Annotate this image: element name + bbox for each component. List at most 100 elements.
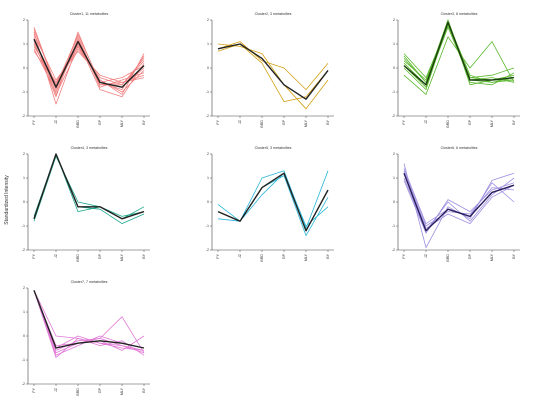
x-tick-label: BY — [142, 253, 146, 258]
y-tick-label: 1 — [23, 42, 25, 46]
metabolite-line — [403, 36, 515, 95]
y-tick-label: 2 — [207, 152, 209, 156]
y-tick-label: 2 — [393, 152, 395, 156]
metabolite-line — [217, 170, 329, 229]
y-tick-label: -2 — [392, 248, 395, 252]
cluster-panel-4: Cluster4, 3 metabolites -2 -1 0 1 2 FY JZ BRD GP M… — [22, 146, 150, 262]
x-tick-label: GP — [98, 387, 102, 393]
x-tick-label: MLY — [490, 119, 494, 127]
y-tick-label: -2 — [22, 382, 25, 386]
x-tick-label: MLY — [304, 253, 308, 261]
x-tick-label: JZ — [424, 253, 428, 258]
x-tick-label: MLY — [490, 253, 494, 261]
x-tick-label: BRD — [446, 254, 450, 262]
y-tick-label: 0 — [23, 334, 25, 338]
x-tick-label: MLY — [120, 387, 124, 395]
y-tick-label: -1 — [392, 224, 395, 228]
x-tick-label: GP — [282, 119, 286, 125]
x-tick-label: FY — [32, 253, 36, 258]
y-tick-label: -2 — [22, 248, 25, 252]
x-tick-label: FY — [32, 387, 36, 392]
y-tick-label: -2 — [206, 248, 209, 252]
y-tick-label: -1 — [22, 90, 25, 94]
y-tick-label: 2 — [23, 286, 25, 290]
y-tick-label: 1 — [207, 42, 209, 46]
y-tick-label: -1 — [392, 90, 395, 94]
x-tick-label: FY — [216, 119, 220, 124]
x-tick-label: GP — [468, 253, 472, 259]
panel-title: Cluster4, 3 metabolites — [71, 146, 108, 150]
x-tick-label: MLY — [120, 119, 124, 127]
mean-line — [403, 21, 515, 86]
metabolite-line — [403, 21, 515, 90]
y-tick-label: 1 — [207, 176, 209, 180]
x-tick-label: GP — [98, 253, 102, 259]
mean-line — [33, 153, 145, 220]
y-tick-label: -1 — [206, 90, 209, 94]
x-tick-label: JZ — [238, 253, 242, 258]
panel-title: Cluster1, 11 metabolites — [70, 12, 109, 16]
metabolite-line — [33, 290, 145, 356]
panel-title: Cluster5, 3 metabolites — [255, 146, 292, 150]
x-tick-label: BRD — [260, 120, 264, 128]
x-tick-label: BRD — [446, 120, 450, 128]
y-tick-label: -1 — [22, 224, 25, 228]
x-tick-label: GP — [282, 253, 286, 259]
y-tick-label: 0 — [393, 66, 395, 70]
x-tick-label: GP — [468, 119, 472, 125]
x-tick-label: FY — [32, 119, 36, 124]
y-tick-label: 2 — [207, 18, 209, 22]
x-tick-label: JZ — [54, 253, 58, 258]
y-tick-label: 0 — [23, 200, 25, 204]
metabolite-line — [217, 43, 329, 110]
y-tick-label: -1 — [206, 224, 209, 228]
cluster-panel-7: Cluster7, 7 metabolites -2 -1 0 1 2 FY JZ BRD GP M… — [22, 280, 150, 396]
x-tick-label: JZ — [54, 119, 58, 124]
y-tick-label: 2 — [23, 18, 25, 22]
mean-line — [33, 290, 145, 349]
x-tick-label: BY — [512, 119, 516, 124]
x-tick-label: JZ — [54, 387, 58, 392]
x-tick-label: BRD — [76, 120, 80, 128]
metabolite-line — [33, 290, 145, 354]
mean-line — [33, 38, 145, 88]
metabolite-line — [33, 41, 145, 98]
y-tick-label: 2 — [23, 152, 25, 156]
y-tick-label: 1 — [23, 310, 25, 314]
metabolite-line — [33, 31, 145, 98]
x-tick-label: GP — [98, 119, 102, 125]
y-tick-label: 1 — [23, 176, 25, 180]
x-tick-label: BY — [142, 119, 146, 124]
x-tick-label: BRD — [76, 388, 80, 396]
mean-line — [217, 43, 329, 100]
metabolite-line — [217, 41, 329, 90]
metabolite-line — [403, 173, 515, 229]
x-tick-label: FY — [402, 253, 406, 258]
metabolite-line — [33, 290, 145, 354]
y-tick-label: 0 — [393, 200, 395, 204]
y-tick-label: 1 — [393, 176, 395, 180]
y-tick-label: -2 — [206, 114, 209, 118]
panel-title: Cluster3, 8 metabolites — [441, 12, 478, 16]
x-tick-label: BRD — [260, 254, 264, 262]
mean-line — [217, 172, 329, 232]
y-tick-label: -2 — [22, 114, 25, 118]
y-tick-label: 0 — [207, 66, 209, 70]
x-tick-label: FY — [402, 119, 406, 124]
panel-title: Cluster6, 6 metabolites — [441, 146, 478, 150]
y-tick-label: -1 — [22, 358, 25, 362]
y-tick-label: 0 — [23, 66, 25, 70]
metabolite-line — [33, 155, 145, 222]
y-tick-label: -2 — [392, 114, 395, 118]
metabolite-line — [403, 180, 515, 234]
metabolite-line — [217, 175, 329, 237]
y-tick-label: 1 — [393, 42, 395, 46]
x-tick-label: MLY — [120, 253, 124, 261]
y-tick-label: 0 — [207, 200, 209, 204]
x-tick-label: MLY — [304, 119, 308, 127]
cluster-panel-5: Cluster5, 3 metabolites -2 -1 0 1 2 FY JZ BRD GP M… — [206, 146, 334, 262]
cluster-panel-1: Cluster1, 11 metabolites -2 -1 0 1 2 FY JZ BRD GP… — [22, 12, 150, 128]
metabolite-line — [403, 177, 515, 232]
cluster-panel-3: Cluster3, 8 metabolites -2 -1 0 1 2 FY JZ BRD GP M… — [392, 12, 520, 128]
x-tick-label: FY — [216, 253, 220, 258]
